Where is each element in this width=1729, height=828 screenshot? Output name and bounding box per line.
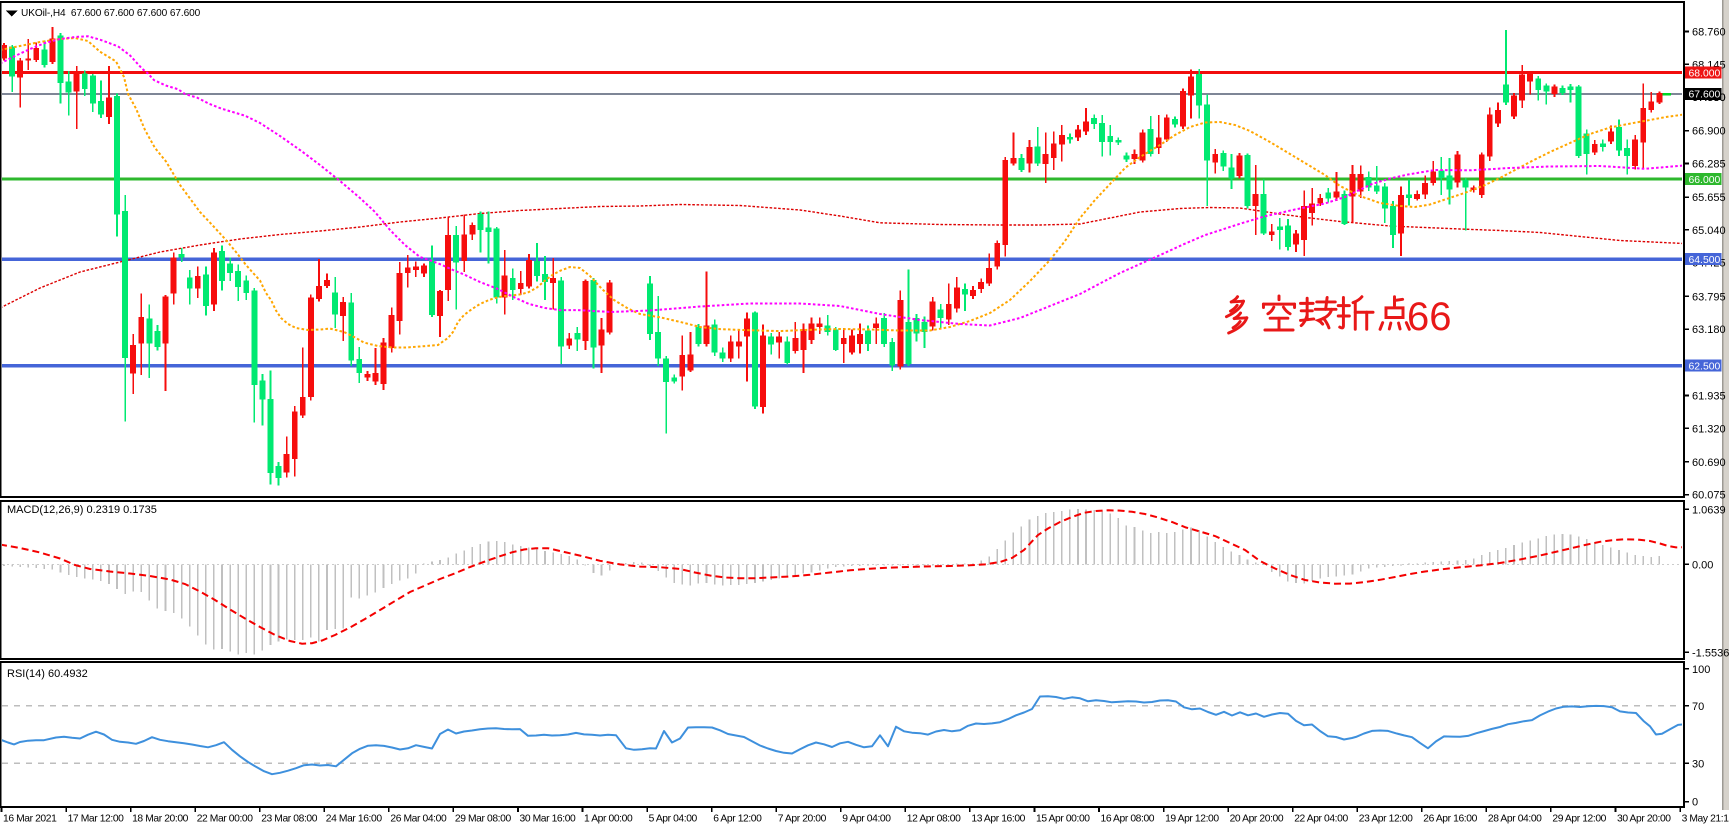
svg-text:RSI(14) 60.4932: RSI(14) 60.4932 bbox=[7, 668, 88, 680]
svg-text:62.500: 62.500 bbox=[1689, 361, 1721, 372]
svg-text:1 Apr 00:00: 1 Apr 00:00 bbox=[584, 814, 633, 825]
svg-text:63.795: 63.795 bbox=[1692, 291, 1726, 303]
svg-text:26 Mar 04:00: 26 Mar 04:00 bbox=[390, 814, 447, 825]
svg-text:68.000: 68.000 bbox=[1689, 68, 1721, 79]
svg-text:29 Apr 12:00: 29 Apr 12:00 bbox=[1552, 814, 1606, 825]
svg-text:-1.5536: -1.5536 bbox=[1692, 647, 1729, 659]
svg-text:100: 100 bbox=[1692, 664, 1710, 676]
svg-text:66.000: 66.000 bbox=[1689, 175, 1721, 186]
svg-text:18 Mar 20:00: 18 Mar 20:00 bbox=[132, 814, 189, 825]
svg-text:7 Apr 20:00: 7 Apr 20:00 bbox=[778, 814, 827, 825]
svg-text:1.0639: 1.0639 bbox=[1692, 504, 1726, 516]
svg-text:67.600: 67.600 bbox=[1689, 90, 1721, 101]
svg-text:22 Apr 04:00: 22 Apr 04:00 bbox=[1294, 814, 1348, 825]
svg-text:16 Mar 2021: 16 Mar 2021 bbox=[3, 814, 57, 825]
svg-text:23 Mar 08:00: 23 Mar 08:00 bbox=[261, 814, 318, 825]
svg-text:22 Mar 00:00: 22 Mar 00:00 bbox=[197, 814, 254, 825]
svg-text:16 Apr 08:00: 16 Apr 08:00 bbox=[1101, 814, 1155, 825]
svg-text:UKOil-,H4 67.600 67.600 67.60: UKOil-,H4 67.600 67.600 67.600 67.600 bbox=[21, 8, 201, 19]
svg-text:66: 66 bbox=[1407, 295, 1452, 339]
svg-text:66.285: 66.285 bbox=[1692, 159, 1726, 171]
svg-text:26 Apr 16:00: 26 Apr 16:00 bbox=[1423, 814, 1477, 825]
svg-text:23 Apr 12:00: 23 Apr 12:00 bbox=[1359, 814, 1413, 825]
svg-text:3 May 21:15: 3 May 21:15 bbox=[1682, 814, 1729, 825]
svg-text:60.690: 60.690 bbox=[1692, 457, 1726, 469]
svg-text:65.655: 65.655 bbox=[1692, 192, 1726, 204]
svg-text:9 Apr 04:00: 9 Apr 04:00 bbox=[842, 814, 891, 825]
svg-text:30 Apr 20:00: 30 Apr 20:00 bbox=[1617, 814, 1671, 825]
svg-text:66.900: 66.900 bbox=[1692, 126, 1726, 138]
svg-text:20 Apr 20:00: 20 Apr 20:00 bbox=[1230, 814, 1284, 825]
svg-text:19 Apr 12:00: 19 Apr 12:00 bbox=[1165, 814, 1219, 825]
svg-text:5 Apr 04:00: 5 Apr 04:00 bbox=[649, 814, 698, 825]
svg-text:24 Mar 16:00: 24 Mar 16:00 bbox=[326, 814, 383, 825]
svg-text:28 Apr 04:00: 28 Apr 04:00 bbox=[1488, 814, 1542, 825]
svg-text:13 Apr 16:00: 13 Apr 16:00 bbox=[971, 814, 1025, 825]
svg-text:61.320: 61.320 bbox=[1692, 423, 1726, 435]
svg-text:70: 70 bbox=[1692, 701, 1704, 713]
svg-text:12 Apr 08:00: 12 Apr 08:00 bbox=[907, 814, 961, 825]
svg-text:MACD(12,26,9) 0.2319 0.1735: MACD(12,26,9) 0.2319 0.1735 bbox=[7, 504, 157, 516]
svg-text:30: 30 bbox=[1692, 758, 1704, 770]
svg-text:17 Mar 12:00: 17 Mar 12:00 bbox=[68, 814, 125, 825]
svg-text:0.00: 0.00 bbox=[1692, 559, 1713, 571]
svg-text:6 Apr 12:00: 6 Apr 12:00 bbox=[713, 814, 762, 825]
svg-text:64.500: 64.500 bbox=[1689, 255, 1721, 266]
svg-text:61.935: 61.935 bbox=[1692, 391, 1726, 403]
svg-text:65.040: 65.040 bbox=[1692, 225, 1726, 237]
svg-text:63.180: 63.180 bbox=[1692, 324, 1726, 336]
svg-text:30 Mar 16:00: 30 Mar 16:00 bbox=[520, 814, 577, 825]
svg-text:15 Apr 00:00: 15 Apr 00:00 bbox=[1036, 814, 1090, 825]
svg-text:29 Mar 08:00: 29 Mar 08:00 bbox=[455, 814, 512, 825]
svg-text:60.075: 60.075 bbox=[1692, 490, 1726, 502]
svg-text:68.760: 68.760 bbox=[1692, 27, 1726, 39]
svg-text:0: 0 bbox=[1692, 797, 1698, 809]
